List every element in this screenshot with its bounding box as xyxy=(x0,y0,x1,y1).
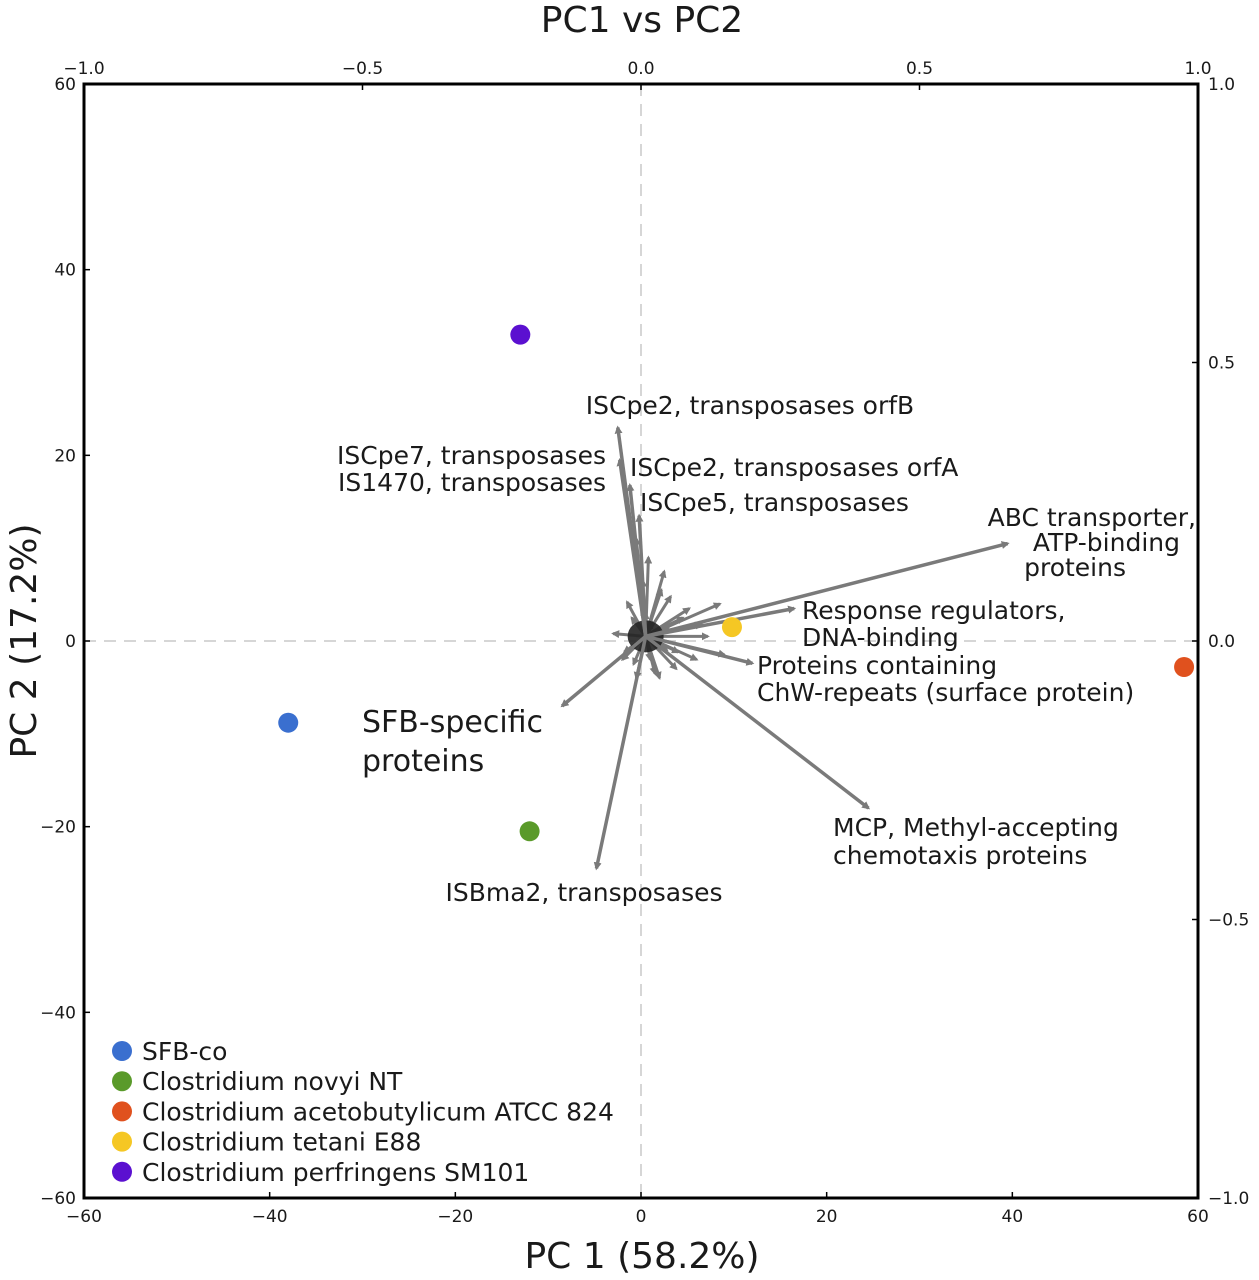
right-tick-label: −1.0 xyxy=(1208,1189,1249,1209)
x-tick-label: −40 xyxy=(252,1207,288,1227)
loading-label: ISCpe2, transposases orfA xyxy=(630,453,958,482)
legend-marker xyxy=(112,1131,132,1152)
right-tick-label: 0.5 xyxy=(1208,354,1235,374)
legend-label: Clostridium tetani E88 xyxy=(142,1128,421,1157)
loading-label-line: proteins xyxy=(362,744,484,779)
legend-marker xyxy=(112,1071,132,1092)
y-tick-label: −60 xyxy=(40,1189,76,1209)
loading-label: ISCpe5, transposases xyxy=(640,488,909,517)
data-point xyxy=(1174,656,1195,677)
loading-label-line: ATP-binding xyxy=(1033,528,1180,557)
y-tick-label: 0 xyxy=(65,632,76,652)
top-tick-label: 0.0 xyxy=(627,59,654,79)
x-tick-label: 20 xyxy=(816,1207,838,1227)
data-point xyxy=(278,712,299,733)
loading-label: Proteins containing ChW-repeats (surface … xyxy=(757,651,1134,707)
data-point xyxy=(519,821,540,842)
loading-arrow xyxy=(645,634,755,666)
loading-label-line: ISCpe5, transposases xyxy=(640,488,909,517)
y-tick-label: 40 xyxy=(54,261,76,281)
axis-ticks: −60 −40 −20 0 20 40 60 60 40 20 0 −20 −40 −60 −1.0 −0.5… xyxy=(40,59,1249,1227)
loading-label-line: Response regulators, xyxy=(802,596,1065,625)
loading-arrow xyxy=(560,635,647,708)
loading-label-line: Proteins containing xyxy=(757,651,997,680)
loading-arrows xyxy=(560,425,1010,871)
x-tick-label: 40 xyxy=(1002,1207,1024,1227)
data-point xyxy=(510,324,531,345)
x-tick-label: −20 xyxy=(437,1207,473,1227)
loading-label-line: ISCpe2, transposases orfB xyxy=(586,391,914,420)
loading-label-line: DNA-binding xyxy=(802,623,959,652)
legend-marker xyxy=(112,1161,132,1182)
loading-arrow xyxy=(644,634,871,810)
x-tick-label: −60 xyxy=(66,1207,102,1227)
loading-arrow xyxy=(635,513,648,637)
right-tick-label: −0.5 xyxy=(1208,911,1249,931)
plot-frame xyxy=(82,82,1200,1200)
loading-arrow xyxy=(645,605,797,639)
right-tick-label: 0.0 xyxy=(1208,632,1235,652)
legend-label: Clostridium acetobutylicum ATCC 824 xyxy=(142,1097,614,1126)
top-tick-label: −0.5 xyxy=(342,59,383,79)
loading-label-line: MCP, Methyl-accepting xyxy=(833,813,1119,842)
legend-marker xyxy=(112,1101,132,1122)
y-tick-label: 20 xyxy=(54,446,76,466)
x-axis-label: PC 1 (58.2%) xyxy=(524,1236,759,1277)
loading-label-line: ISCpe7, transposases xyxy=(337,441,606,470)
loading-arrow xyxy=(645,541,1010,639)
loading-label: ISBma2, transposases xyxy=(445,878,722,907)
right-tick-label: 1.0 xyxy=(1208,75,1235,95)
top-tick-label: 1.0 xyxy=(1184,59,1211,79)
loading-label-line: ISCpe2, transposases orfA xyxy=(630,453,958,482)
loading-label: Response regulators, DNA-binding xyxy=(802,596,1065,652)
loading-label: ISCpe2, transposases orfB xyxy=(586,391,914,420)
loading-label-line: ISBma2, transposases xyxy=(445,878,722,907)
legend-marker xyxy=(112,1041,132,1061)
minor-loading-arrows xyxy=(611,536,727,681)
y-tick-label: −40 xyxy=(40,1003,76,1023)
loading-label-line: SFB-specific xyxy=(362,705,543,740)
top-tick-label: −1.0 xyxy=(63,59,104,79)
loading-label: SFB-specific proteins xyxy=(362,705,543,779)
loading-label: MCP, Methyl-accepting chemotaxis proteins xyxy=(833,813,1119,870)
loading-label-line: chemotaxis proteins xyxy=(833,841,1087,870)
y-tick-label: −20 xyxy=(40,818,76,838)
data-points xyxy=(278,324,1195,842)
legend-label: SFB-co xyxy=(142,1037,227,1066)
loading-label-line: ABC transporter, xyxy=(988,503,1196,532)
x-tick-label: 0 xyxy=(636,1207,647,1227)
legend-label: Clostridium novyi NT xyxy=(142,1067,403,1096)
loading-label: ISCpe7, transposases IS1470, transposases xyxy=(337,441,606,497)
loading-label-line: IS1470, transposases xyxy=(338,468,606,497)
data-point xyxy=(721,617,742,638)
loading-label-line: ChW-repeats (surface protein) xyxy=(757,678,1134,707)
legend-label: Clostridium perfringens SM101 xyxy=(142,1158,529,1187)
loading-label: ABC transporter, ATP-binding proteins xyxy=(988,503,1196,582)
chart-title: PC1 vs PC2 xyxy=(541,0,743,41)
loading-arrow xyxy=(593,635,648,871)
loading-label-line: proteins xyxy=(1024,553,1126,582)
y-tick-label: 60 xyxy=(54,75,76,95)
y-axis-label: PC 2 (17.2%) xyxy=(4,523,45,758)
loading-labels: ISCpe2, transposases orfB ISCpe7, transpo… xyxy=(337,391,1196,907)
x-tick-label: 60 xyxy=(1187,1207,1209,1227)
top-tick-label: 0.5 xyxy=(906,59,933,79)
